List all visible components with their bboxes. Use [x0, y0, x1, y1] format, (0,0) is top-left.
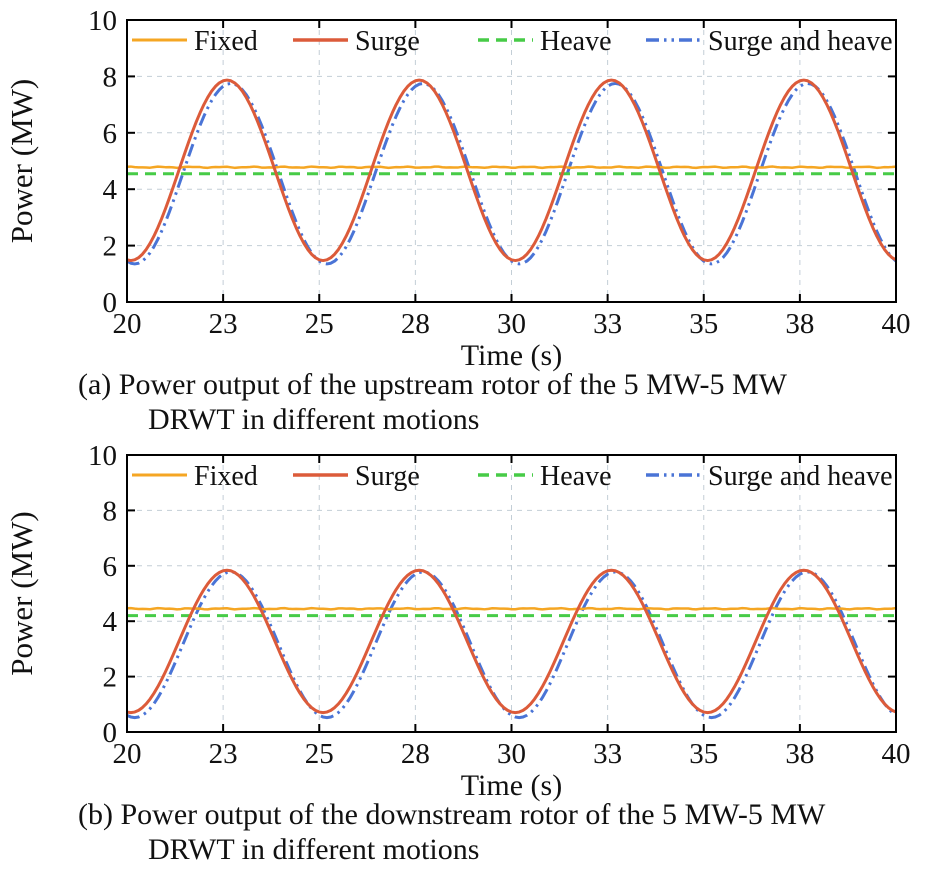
x-tick-label: 28: [401, 308, 430, 340]
y-tick-label: 2: [103, 662, 118, 694]
x-tick-label: 33: [593, 738, 622, 770]
x-tick-label: 35: [689, 308, 718, 340]
legend-label-heave: Heave: [540, 26, 612, 57]
caption-b-line1: (b) Power output of the downstream rotor…: [78, 798, 826, 831]
x-tick-label: 20: [113, 308, 142, 340]
legend-label-fixed: Fixed: [194, 26, 258, 57]
y-tick-label: 8: [103, 61, 118, 93]
y-tick-label: 10: [88, 440, 117, 472]
y-tick-label: 4: [103, 606, 118, 638]
series-line-fixed: [126, 165, 897, 170]
x-tick-label: 40: [882, 738, 911, 770]
x-tick-label: 33: [593, 308, 622, 340]
y-tick-label: 4: [103, 174, 118, 206]
legend-label-fixed: Fixed: [194, 461, 258, 492]
y-tick-label: 6: [103, 551, 118, 583]
y-axis-label: Power (MW): [4, 79, 39, 243]
x-tick-label: 23: [209, 308, 238, 340]
x-tick-label: 38: [785, 308, 814, 340]
y-tick-label: 6: [103, 118, 118, 150]
x-tick-label: 28: [401, 738, 430, 770]
caption-b-line2: DRWT in different motions: [148, 833, 480, 866]
y-axis-label: Power (MW): [4, 511, 39, 675]
legend-label-heave: Heave: [540, 461, 612, 492]
legend-label-surge-and-heave: Surge and heave: [708, 26, 893, 57]
y-tick-label: 8: [103, 495, 118, 527]
caption-a-line2: DRWT in different motions: [148, 403, 480, 436]
x-tick-label: 35: [689, 738, 718, 770]
x-tick-label: 30: [497, 308, 526, 340]
x-tick-label: 30: [497, 738, 526, 770]
series-line-surge: [126, 78, 897, 263]
x-tick-label: 20: [113, 738, 142, 770]
legend-label-surge: Surge: [355, 26, 420, 57]
y-tick-label: 10: [88, 5, 117, 37]
x-axis-label: Time (s): [461, 339, 562, 372]
caption-a-line1: (a) Power output of the upstream rotor o…: [78, 368, 787, 401]
y-tick-label: 2: [103, 231, 118, 263]
x-axis-label: Time (s): [461, 769, 562, 802]
series-line-fixed: [126, 606, 897, 611]
y-tick-label: 0: [103, 287, 118, 319]
x-tick-label: 25: [305, 738, 334, 770]
series-line-surge: [126, 568, 897, 715]
x-tick-label: 38: [785, 738, 814, 770]
legend-label-surge-and-heave: Surge and heave: [708, 461, 893, 492]
x-tick-label: 23: [209, 738, 238, 770]
y-tick-label: 0: [103, 717, 118, 749]
x-tick-label: 25: [305, 308, 334, 340]
legend-label-surge: Surge: [355, 461, 420, 492]
x-tick-label: 40: [882, 308, 911, 340]
